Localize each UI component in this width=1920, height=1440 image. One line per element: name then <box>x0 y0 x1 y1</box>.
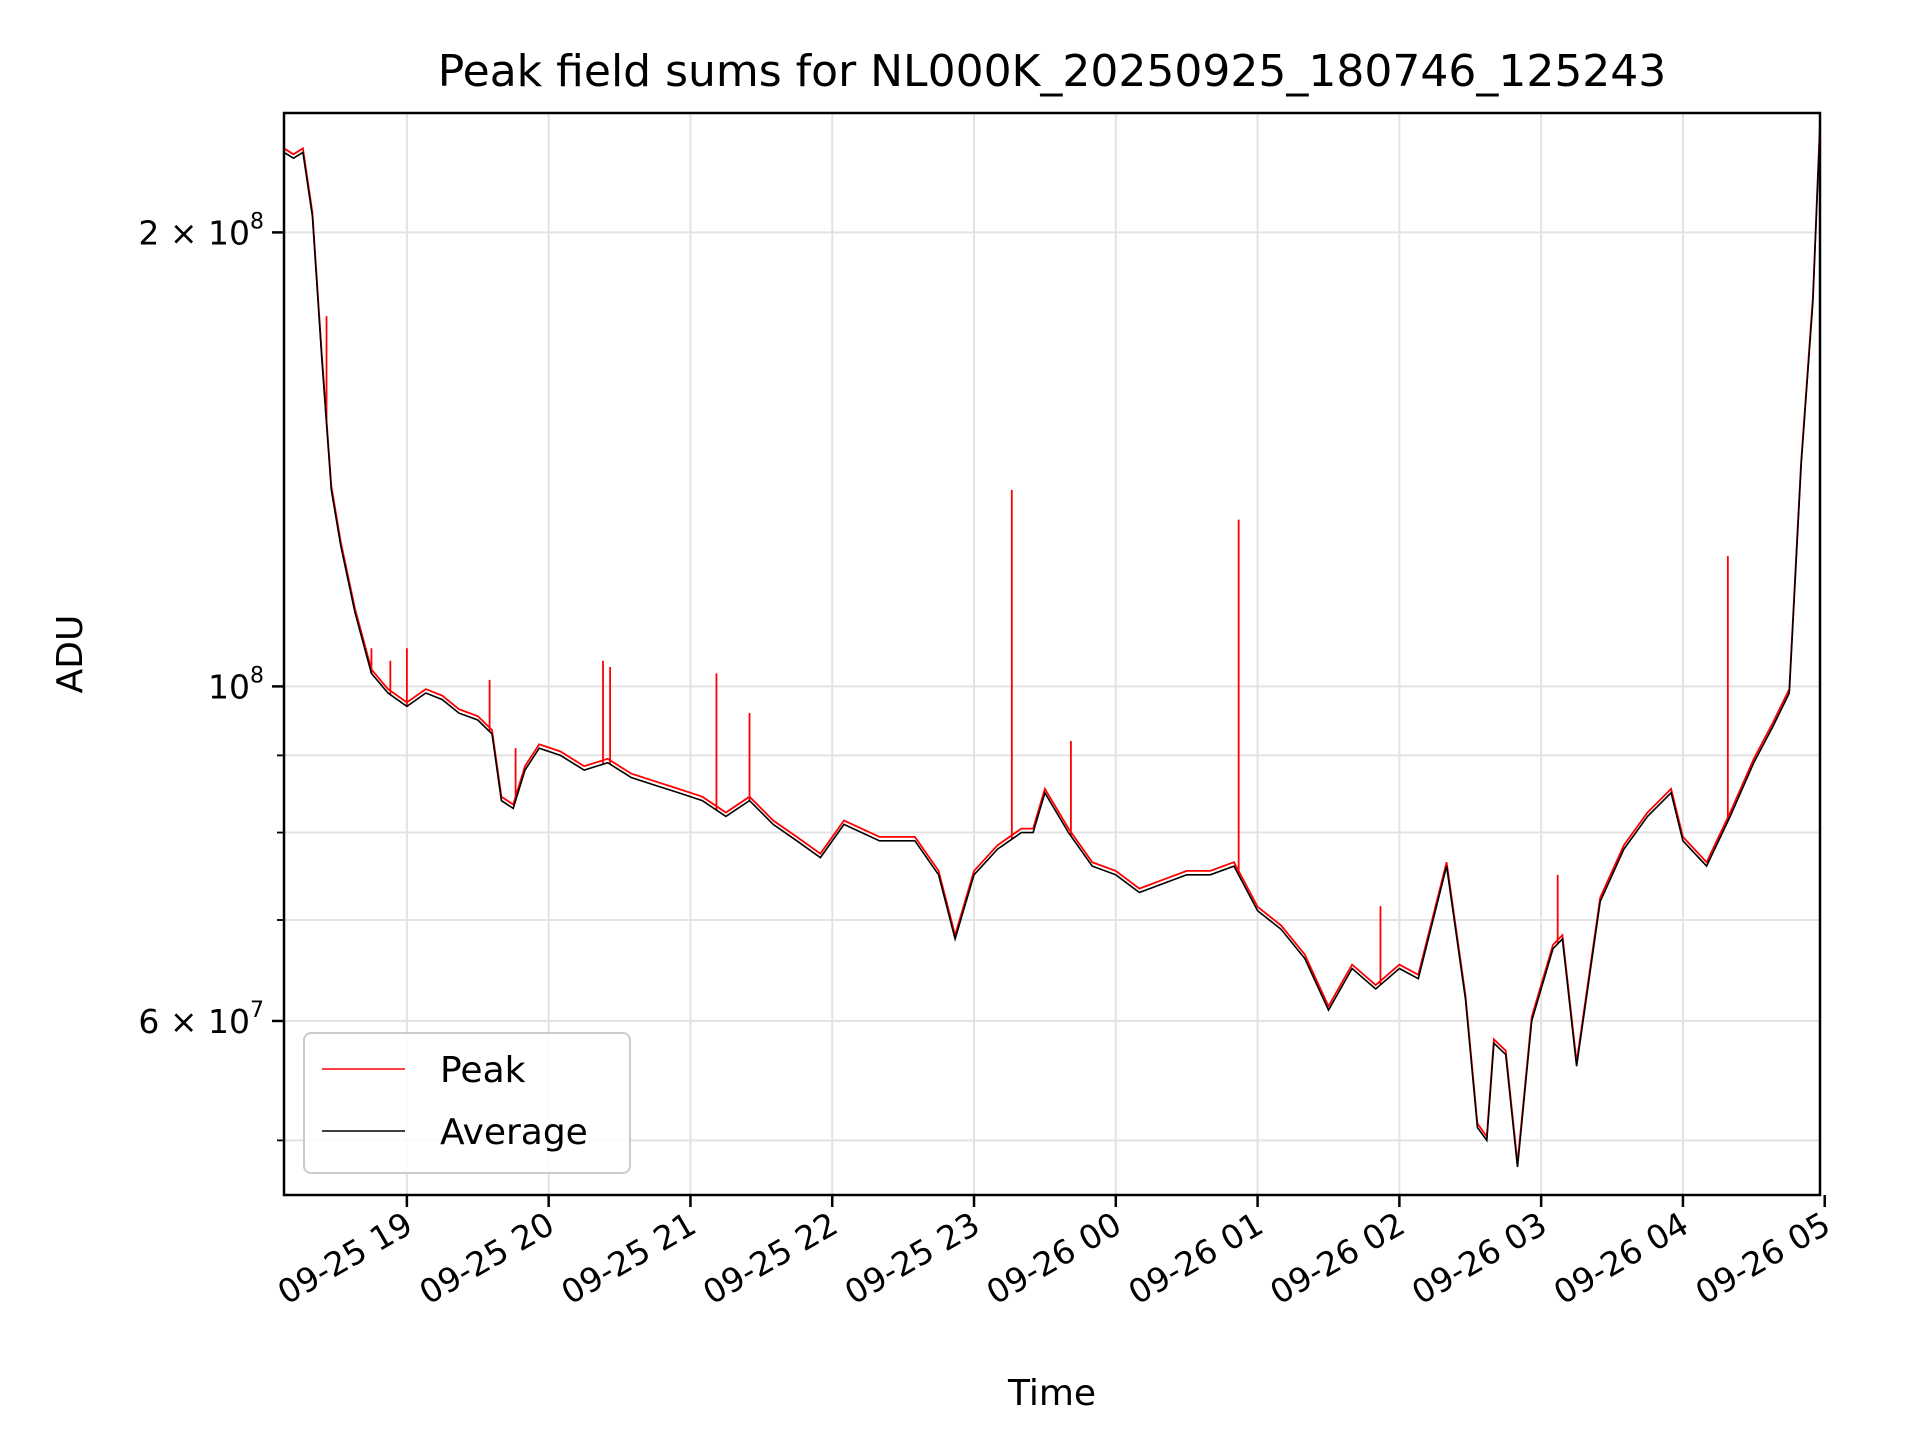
y-tick-label: 6 × 107 <box>138 998 264 1041</box>
series-layer <box>284 122 1820 1168</box>
y-tick-exponent: 8 <box>250 663 264 688</box>
y-tick-exponent: 7 <box>250 998 264 1023</box>
legend-peak-label: Peak <box>440 1050 526 1091</box>
y-tick-base: 2 × 10 <box>138 213 250 252</box>
y-tick-label: 2 × 108 <box>138 209 264 252</box>
grid <box>284 113 1820 1195</box>
legend-box <box>303 1032 631 1174</box>
chart-title: Peak field sums for NL000K_20250925_1807… <box>438 46 1667 97</box>
y-tick-label: 108 <box>208 663 264 706</box>
y-tick-base: 10 <box>208 667 250 706</box>
plot-frame <box>282 111 1822 1197</box>
legend: Peak Average <box>303 1032 631 1174</box>
series-line-average <box>284 126 1820 1168</box>
x-axis-label: Time <box>1007 1373 1096 1414</box>
legend-average-label: Average <box>440 1112 588 1153</box>
y-axis-label: ADU <box>50 615 91 694</box>
y-tick-base: 6 × 10 <box>138 1002 250 1041</box>
y-tick-exponent: 8 <box>250 209 264 234</box>
